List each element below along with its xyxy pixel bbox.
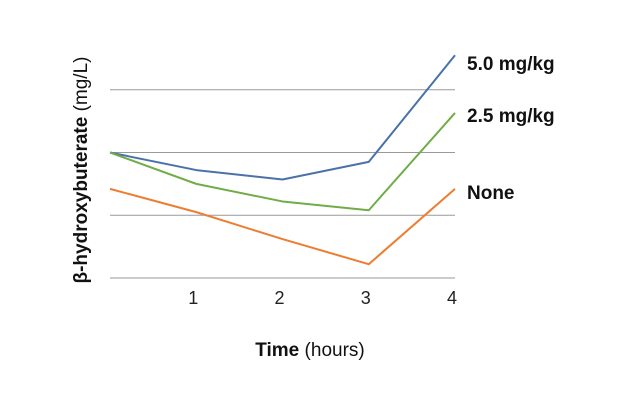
gridlines [110, 89, 455, 279]
series-label: 5.0 mg/kg [467, 54, 555, 75]
x-axis-title-bold: Time [255, 340, 299, 361]
series-lines [109, 54, 456, 266]
series-line-2-5-mg-kg [109, 112, 456, 212]
y-axis-title-bold: β-hydroxybuterate [71, 117, 92, 284]
series-line-none [109, 187, 456, 266]
x-axis-title-unit: (hours) [299, 340, 364, 361]
x-tick-label: 4 [447, 288, 457, 308]
x-tick-label: 3 [361, 288, 371, 308]
series-label: None [467, 183, 515, 204]
y-axis-title-unit: (mg/L) [71, 57, 92, 117]
y-axis-title: β-hydroxybuterate (mg/L) [71, 57, 92, 284]
series-line-5-0-mg-kg [109, 54, 456, 181]
x-tick-label: 2 [274, 288, 284, 308]
series-label: 2.5 mg/kg [467, 106, 555, 127]
series-labels: 5.0 mg/kg 2.5 mg/kg None [467, 54, 555, 204]
x-tick-labels: 1 2 3 4 [188, 288, 457, 308]
x-axis-title: Time (hours) [255, 340, 364, 361]
x-tick-label: 1 [188, 288, 198, 308]
